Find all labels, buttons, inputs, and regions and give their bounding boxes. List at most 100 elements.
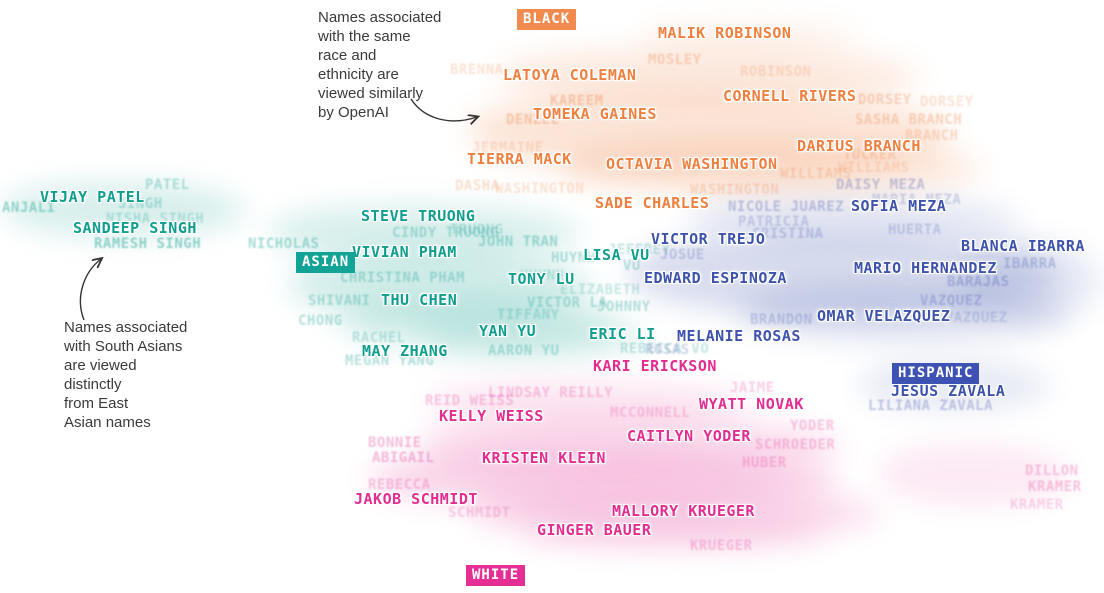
cluster-blob-white <box>470 488 880 538</box>
cluster-blob-hispanic <box>960 240 1100 320</box>
ghost-name-white: YODER <box>790 418 835 434</box>
name-label-asian: TONY LU <box>508 270 575 288</box>
ghost-name-hispanic: IBARRA <box>1003 256 1057 272</box>
ghost-name-asian: JOHN TRAN <box>478 234 559 250</box>
cluster-badge-asian: ASIAN <box>296 252 356 273</box>
ghost-name-asian: SHIVANI <box>308 293 371 309</box>
cluster-blob-white <box>430 382 750 427</box>
arrow-left-annotation <box>79 259 101 321</box>
name-label-asian: ERIC LI <box>589 325 656 343</box>
ghost-name-white: KRAMER <box>1010 497 1064 513</box>
ghost-name-black: KAREEM <box>550 93 604 109</box>
ghost-name-hispanic: LILIANA ZAVALA <box>868 398 994 414</box>
ghost-name-white: REBECCA <box>368 477 431 493</box>
ghost-name-asian: REBECCA VO <box>620 341 710 357</box>
ghost-name-white: BONNIE <box>368 435 422 451</box>
ghost-name-white: KRUEGER <box>690 538 753 554</box>
name-label-white: CAITLYN YODER <box>627 427 751 445</box>
ghost-name-hispanic: DAISY MEZA <box>836 177 926 193</box>
name-label-black: SADE CHARLES <box>595 194 710 212</box>
cluster-blob-white <box>370 452 840 507</box>
cluster-blob-white <box>880 445 1070 505</box>
cluster-blob-white <box>520 515 830 550</box>
name-label-hispanic: MARIO HERNANDEZ <box>854 259 997 277</box>
ghost-name-hispanic: CRISTINA <box>752 226 824 242</box>
name-label-white: MALLORY KRUEGER <box>612 502 755 520</box>
annotation-same-race-text: Names associated with the same race and … <box>318 9 442 121</box>
ghost-name-asian: ELIZABETH <box>560 282 641 298</box>
ghost-name-hispanic: VAZQUEZ <box>920 293 983 309</box>
cluster-badge-white: WHITE <box>466 565 526 586</box>
cluster-blob-hispanic <box>690 195 1020 245</box>
name-label-white: KELLY WEISS <box>439 407 544 425</box>
ghost-name-asian: MEGAN YANG <box>345 353 435 369</box>
annotation-south-asian-text: Names associated with South Asians are v… <box>64 319 188 431</box>
ghost-name-asian: HUYNH <box>520 268 565 284</box>
ghost-name-white: DILLON <box>1025 463 1079 479</box>
name-label-black: MALIK ROBINSON <box>658 24 792 42</box>
name-label-asian: STEVE TRUONG <box>361 207 476 225</box>
cluster-blob-asian <box>5 182 245 237</box>
ghost-name-asian: NISHA SINGH <box>106 211 205 227</box>
ghost-name-asian: NICHOLAS <box>248 236 320 252</box>
ghost-name-black: DORSEY <box>920 94 974 110</box>
ghost-name-white: HUBER <box>742 455 787 471</box>
name-label-asian: VIVIAN PHAM <box>352 243 457 261</box>
ghost-name-asian: PATEL <box>145 177 190 193</box>
ghost-name-hispanic: BRANDON <box>750 312 813 328</box>
ghost-name-black: TUCKER <box>843 147 897 163</box>
name-label-asian: MAY ZHANG <box>362 342 448 360</box>
ghost-name-asian: CHONG <box>298 313 343 329</box>
ghost-name-asian: ANJALI <box>2 200 56 216</box>
ghost-name-hispanic: NICOLE JUAREZ <box>728 199 845 215</box>
cluster-blob-asian <box>270 205 580 260</box>
name-label-black: CORNELL RIVERS <box>723 87 857 105</box>
ghost-name-white: JAIME <box>730 380 775 396</box>
name-label-hispanic: EDWARD ESPINOZA <box>644 269 787 287</box>
ghost-name-asian: HUYNH <box>551 250 596 266</box>
ghost-name-white: MCCONNELL <box>610 405 691 421</box>
cluster-blob-black <box>500 48 920 103</box>
name-label-hispanic: OMAR VELAZQUEZ <box>817 307 951 325</box>
name-label-hispanic: JESUS ZAVALA <box>891 382 1006 400</box>
cluster-blob-black <box>560 140 980 195</box>
name-label-hispanic: MELANIE ROSAS <box>677 327 801 345</box>
name-label-black: TOMEKA GAINES <box>533 105 657 123</box>
ghost-name-black: ROBINSON <box>740 64 812 80</box>
ghost-name-black: SASHA BRANCH <box>855 112 963 128</box>
ghost-name-asian: TRUONG <box>450 222 504 238</box>
ghost-name-hispanic: ROSAS <box>645 342 690 358</box>
ghost-name-hispanic: VAZQUEZ <box>945 310 1008 326</box>
ghost-name-black: WILLIAMS <box>780 166 852 182</box>
ghost-name-hispanic: HUERTA <box>888 222 942 238</box>
ghost-name-black: MOSLEY <box>648 52 702 68</box>
name-label-asian: YAN YU <box>479 322 537 340</box>
ghost-name-asian: JEFFREY <box>608 242 671 258</box>
cluster-blob-black <box>640 22 860 52</box>
cluster-blob-hispanic <box>740 285 1070 340</box>
ghost-name-black: JERMAINE <box>472 140 544 156</box>
name-label-hispanic: SOFIA MEZA <box>851 197 947 215</box>
ghost-name-white: KRAMER <box>1028 479 1082 495</box>
name-label-asian: THU CHEN <box>381 291 458 309</box>
ghost-name-asian: RACHEL <box>352 330 406 346</box>
name-label-white: KRISTEN KLEIN <box>482 449 606 467</box>
ghost-name-asian: CHRISTINA PHAM <box>340 270 466 286</box>
name-label-asian: VIJAY PATEL <box>40 188 145 206</box>
name-label-white: JAKOB SCHMIDT <box>354 490 478 508</box>
ghost-name-white: REID WEISS <box>425 393 515 409</box>
ghost-name-asian: CINDY TRUONG <box>392 225 500 241</box>
ghost-name-black: DENZEL <box>506 112 560 128</box>
ghost-name-white: ABIGAIL <box>372 450 435 466</box>
ghost-name-asian: VICTOR LA <box>527 295 608 311</box>
ghost-name-hispanic: PATRICIA <box>738 214 810 230</box>
name-label-asian: SANDEEP SINGH <box>73 219 197 237</box>
ghost-name-hispanic: BARAJAS <box>947 274 1010 290</box>
name-label-black: DARIUS BRANCH <box>797 137 921 155</box>
ghost-name-asian: RAMESH SINGH <box>94 236 202 252</box>
ghost-name-asian: TIFFANY <box>497 307 560 323</box>
ghost-name-hispanic: JOSUE <box>660 247 705 263</box>
ghost-name-asian: SINGH <box>118 196 163 212</box>
name-label-black: TIERRA MACK <box>467 150 572 168</box>
